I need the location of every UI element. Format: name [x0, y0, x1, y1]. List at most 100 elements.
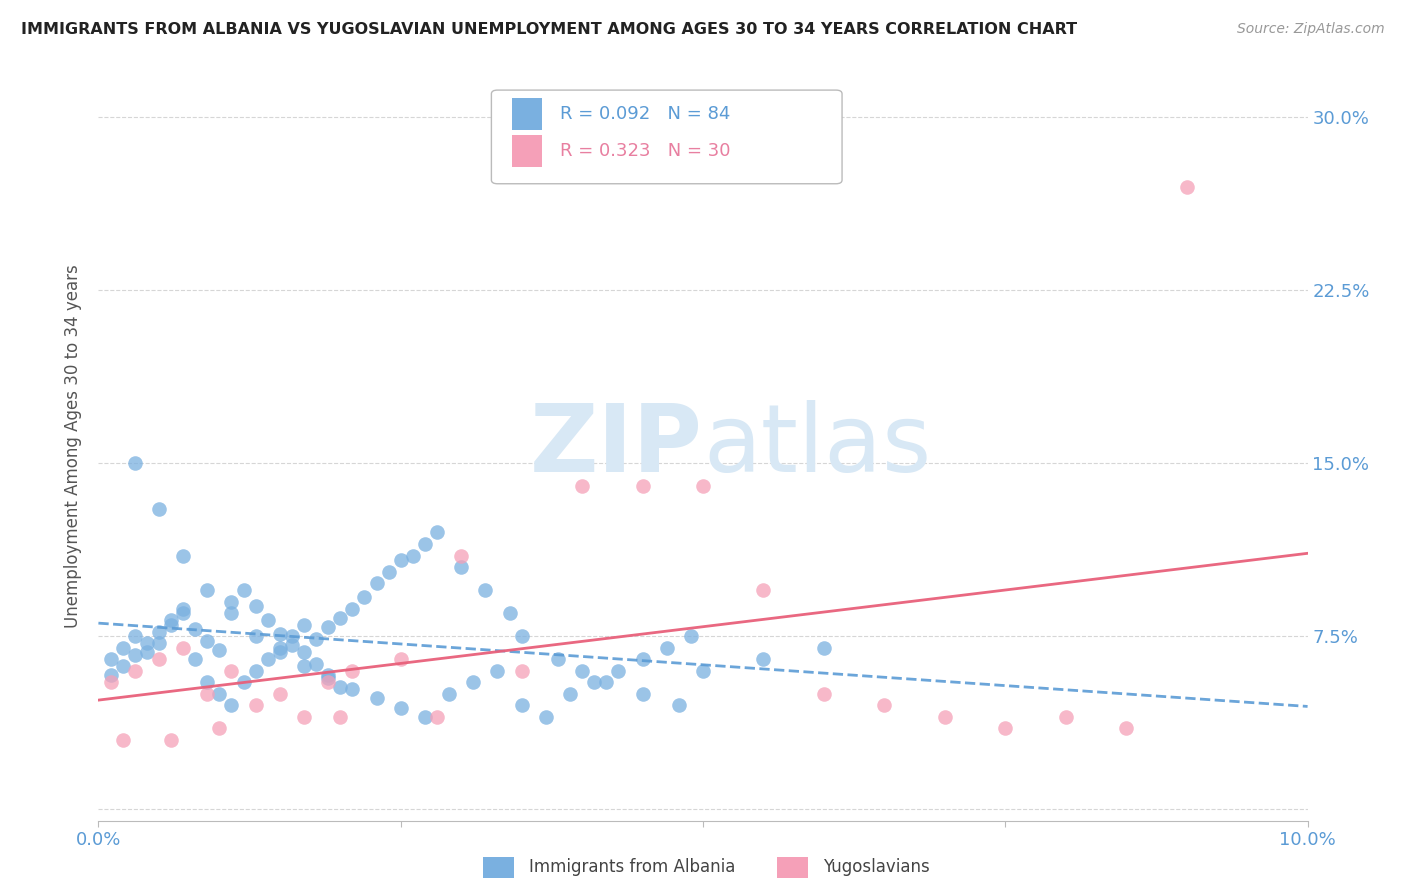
Point [148, 502, 170, 516]
Point [245, 698, 267, 713]
Text: R = 0.092   N = 84: R = 0.092 N = 84 [561, 105, 731, 123]
Point [813, 640, 835, 655]
Point [100, 675, 122, 690]
Point [269, 687, 291, 701]
Point [172, 640, 194, 655]
Point [752, 652, 775, 666]
Point [607, 664, 630, 678]
Point [571, 664, 593, 678]
Point [135, 636, 157, 650]
Point [450, 549, 472, 563]
Point [124, 648, 146, 662]
Point [1054, 710, 1077, 724]
Point [111, 640, 134, 655]
Point [221, 664, 243, 678]
Point [292, 617, 315, 632]
Point [655, 640, 678, 655]
Point [463, 675, 485, 690]
Point [498, 606, 520, 620]
Bar [484, 857, 515, 878]
Point [245, 599, 267, 614]
Point [510, 698, 533, 713]
Text: Immigrants from Albania: Immigrants from Albania [530, 858, 735, 877]
Point [148, 652, 170, 666]
Point [353, 590, 375, 604]
Point [221, 606, 243, 620]
Point [631, 479, 654, 493]
Point [184, 622, 207, 636]
Text: ZIP: ZIP [530, 400, 703, 492]
Point [389, 700, 412, 714]
Point [160, 617, 183, 632]
Point [292, 645, 315, 659]
Point [342, 682, 364, 697]
Point [342, 601, 364, 615]
Point [316, 668, 339, 682]
Point [813, 687, 835, 701]
Point [474, 583, 496, 598]
Y-axis label: Unemployment Among Ages 30 to 34 years: Unemployment Among Ages 30 to 34 years [65, 264, 83, 628]
Text: Source: ZipAtlas.com: Source: ZipAtlas.com [1237, 22, 1385, 37]
Point [184, 652, 207, 666]
Point [269, 640, 291, 655]
Point [679, 629, 702, 643]
Point [1175, 179, 1198, 194]
Point [172, 601, 194, 615]
Text: Yugoslavians: Yugoslavians [824, 858, 929, 877]
Point [221, 594, 243, 608]
Point [195, 687, 218, 701]
Point [510, 629, 533, 643]
Point [631, 687, 654, 701]
Point [402, 549, 425, 563]
Point [377, 565, 399, 579]
Text: R = 0.323   N = 30: R = 0.323 N = 30 [561, 142, 731, 160]
Point [595, 675, 617, 690]
Point [413, 710, 436, 724]
Point [692, 664, 714, 678]
Point [111, 659, 134, 673]
Point [221, 698, 243, 713]
Point [195, 633, 218, 648]
Point [292, 710, 315, 724]
Point [510, 664, 533, 678]
Point [245, 629, 267, 643]
Point [413, 537, 436, 551]
Point [366, 691, 388, 706]
Point [124, 664, 146, 678]
Point [366, 576, 388, 591]
Point [148, 624, 170, 639]
Point [994, 722, 1017, 736]
Point [437, 687, 460, 701]
Point [426, 525, 449, 540]
Point [100, 652, 122, 666]
Point [281, 629, 304, 643]
Point [571, 479, 593, 493]
Point [232, 583, 254, 598]
Point [111, 733, 134, 747]
Point [232, 675, 254, 690]
Point [208, 722, 231, 736]
Point [316, 620, 339, 634]
Point [292, 659, 315, 673]
Point [160, 613, 183, 627]
Point [450, 560, 472, 574]
Point [534, 710, 557, 724]
Point [195, 675, 218, 690]
Point [1115, 722, 1137, 736]
Point [486, 664, 509, 678]
Point [329, 680, 352, 694]
Point [256, 652, 278, 666]
Point [256, 613, 278, 627]
Point [316, 671, 339, 685]
Point [547, 652, 569, 666]
Point [172, 549, 194, 563]
Point [281, 639, 304, 653]
Point [269, 627, 291, 641]
Point [172, 606, 194, 620]
FancyBboxPatch shape [492, 90, 842, 184]
Point [329, 710, 352, 724]
Point [124, 629, 146, 643]
Point [631, 652, 654, 666]
Point [269, 645, 291, 659]
Point [305, 632, 328, 646]
